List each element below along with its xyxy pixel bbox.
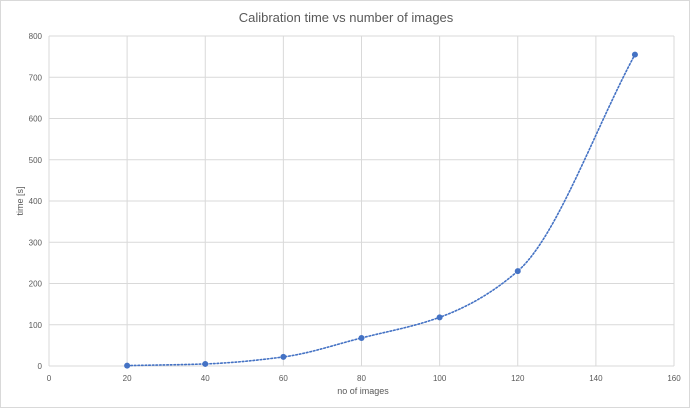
data-points xyxy=(124,51,638,369)
x-tick-label: 0 xyxy=(47,374,52,383)
y-tick-label: 800 xyxy=(29,32,43,41)
y-tick-label: 600 xyxy=(29,115,43,124)
data-point xyxy=(358,334,365,341)
x-tick-label: 120 xyxy=(511,374,525,383)
data-point xyxy=(124,362,131,369)
y-tick-label: 400 xyxy=(29,197,43,206)
x-tick-label: 60 xyxy=(279,374,288,383)
trendline-layer xyxy=(126,53,636,367)
y-tick-label: 200 xyxy=(29,280,43,289)
x-axis-label: no of images xyxy=(337,386,389,396)
x-tick-label: 80 xyxy=(357,374,366,383)
x-tick-label: 100 xyxy=(433,374,447,383)
data-point xyxy=(280,353,287,360)
x-tick-label: 160 xyxy=(667,374,681,383)
y-tick-label: 500 xyxy=(29,156,43,165)
y-tick-label: 0 xyxy=(38,362,43,371)
data-point xyxy=(514,268,521,275)
tick-labels: 0 100 200 300 400 500 600 700 800 0 20 40 60 80 100 120… xyxy=(29,32,682,383)
x-tick-label: 40 xyxy=(201,374,210,383)
x-tick-label: 20 xyxy=(123,374,132,383)
y-tick-label: 100 xyxy=(29,321,43,330)
y-axis-label: time [s] xyxy=(15,186,25,215)
x-tick-label: 140 xyxy=(589,374,603,383)
data-point xyxy=(436,314,443,321)
chart-title: Calibration time vs number of images xyxy=(239,10,454,25)
y-tick-label: 300 xyxy=(29,238,43,247)
data-point xyxy=(631,51,638,58)
y-tick-label: 700 xyxy=(29,73,43,82)
grid-lines xyxy=(48,35,675,367)
trendline xyxy=(126,53,636,367)
data-point xyxy=(202,360,209,367)
